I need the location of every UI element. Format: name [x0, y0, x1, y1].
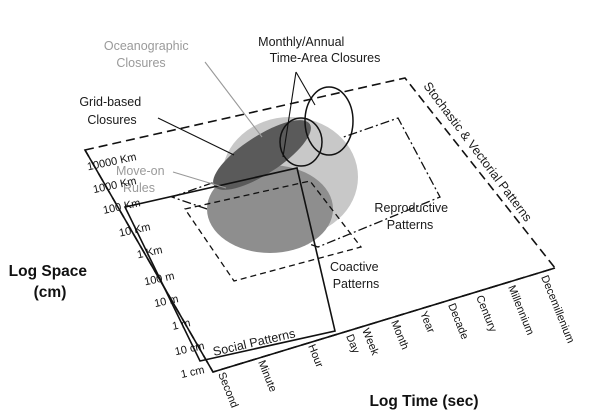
space-tick-label: 10 cm — [174, 340, 206, 358]
grid-based-label: Grid-based Closures — [79, 95, 144, 127]
time-tick-label: Day — [343, 333, 362, 356]
move-on-label: Move-on Rules — [116, 164, 168, 195]
time-tick-label: Decemillenium — [538, 274, 576, 345]
space-axis — [84, 149, 214, 373]
time-tick-label: Second — [215, 371, 240, 410]
space-axis-title: Log Space (cm) — [9, 263, 92, 301]
time-tick-label: Minute — [255, 359, 278, 394]
social-pattern-region — [123, 167, 336, 362]
reproductive-label: Reproductive Patterns — [374, 201, 451, 232]
coactive-label: Coactive Patterns — [330, 260, 382, 291]
time-tick-label: Millennium — [505, 284, 536, 337]
social-label: Social Patterns — [212, 326, 297, 359]
space-tick-label: 1 m — [171, 317, 191, 333]
move-on-pointer — [172, 171, 227, 189]
annual-closure-ellipse — [304, 86, 354, 156]
space-tick-label: 10 m — [153, 293, 179, 310]
time-tick-label: Hour — [305, 343, 325, 370]
time-tick-label: Century — [473, 294, 499, 335]
space-tick-label: 1 cm — [180, 364, 206, 381]
time-tick-label: Year — [417, 310, 437, 335]
coactive-pattern-region — [183, 180, 363, 282]
time-tick-label: Week — [359, 327, 381, 358]
time-axis-title: Log Time (sec) — [369, 393, 478, 410]
monthly-pointer-1 — [282, 71, 297, 158]
space-tick-label: 100 m — [143, 270, 175, 288]
space-tick-label: 1 Km — [136, 244, 164, 261]
monthly-annual-label: Monthly/Annual Time-Area Closures — [258, 35, 380, 65]
oceanographic-label: Oceanographic Closures — [104, 39, 192, 70]
time-axis — [212, 267, 556, 373]
oceanographic-pointer — [204, 61, 263, 138]
grid-based-pointer — [157, 117, 235, 156]
time-tick-label: Decade — [445, 302, 470, 342]
monthly-pointer-2 — [295, 71, 316, 106]
monthly-closure-ellipse — [279, 117, 323, 167]
time-tick-label: Month — [388, 319, 411, 352]
